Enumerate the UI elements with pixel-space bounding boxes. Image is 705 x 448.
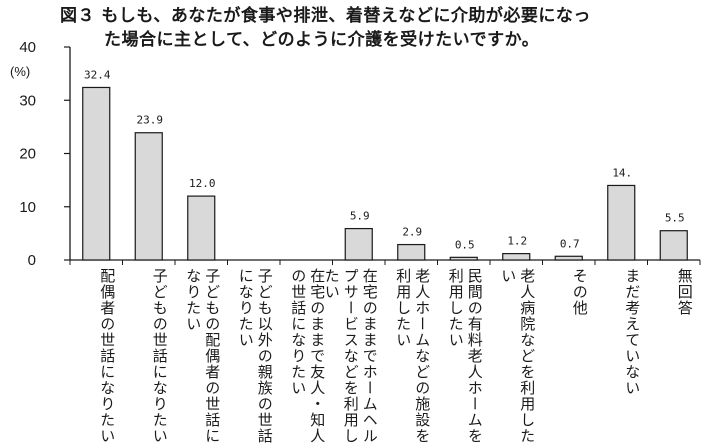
bar [397, 243, 426, 261]
bar-value-label: 14. [612, 166, 632, 179]
bar [344, 227, 373, 261]
x-category-label: その他 [570, 268, 589, 316]
x-category-label: まだ考えていない [623, 268, 642, 396]
x-category-label: 無回答 [675, 268, 694, 316]
x-category-label: 老人ホームなどの施設を利用したい [394, 268, 432, 444]
bar-value-label: 5.9 [350, 210, 370, 223]
bar-value-label: 0.5 [455, 238, 475, 251]
chart-title-line-1: 図３ もしも、あなたが食事や排泄、着替えなどに介助が必要になっ [60, 6, 591, 26]
x-category-label: 子どもの配偶者の世話になりたい [184, 268, 222, 444]
bar-value-label: 0.7 [560, 237, 580, 250]
bar [607, 184, 636, 261]
x-category-label: 老人病院などを利用したい [499, 268, 537, 444]
y-tick-label: 0 [28, 252, 36, 269]
bar-value-label: 2.9 [402, 226, 422, 239]
bar [134, 132, 163, 261]
y-tick-label: 10 [19, 199, 36, 216]
y-tick-label: 30 [19, 92, 36, 109]
y-tick-label: 20 [19, 146, 36, 163]
bar-value-label: 32.4 [84, 68, 111, 81]
bar [187, 195, 216, 261]
chart-title-line-2: た場合に主として、どのように介護を受けたいですか。 [104, 30, 540, 50]
chart-value-labels: 32.4 23.9 12.0 5.9 2.9 0.5 1.2 0.7 14. 5.5 [84, 68, 685, 251]
x-category-label: 民間の有料老人ホームを利用したい [446, 268, 484, 444]
y-axis-unit-label: (%) [10, 64, 30, 79]
bar-value-label: 12.0 [189, 177, 216, 190]
x-category-label: 子どもの世話になりたい [150, 268, 169, 444]
bar [502, 253, 531, 261]
chart-title: 図３ もしも、あなたが食事や排泄、着替えなどに介助が必要になっ た場合に主として… [60, 4, 700, 52]
x-category-label: 子ども以外の親族の世話になりたい [236, 268, 274, 444]
bar [554, 255, 583, 261]
x-category-label: 在宅のままで友人・知人の世話になりたい [289, 268, 327, 444]
y-tick-label: 40 [19, 39, 36, 56]
bar [659, 230, 688, 261]
x-category-label: 配偶者の世話になりたい [98, 268, 117, 444]
bar-value-label: 23.9 [137, 114, 164, 127]
bar-value-label: 5.5 [665, 212, 685, 225]
chart-axes: 0 10 20 30 40 [19, 39, 701, 269]
chart-bars [82, 86, 688, 261]
x-category-label: 在宅のままでホームヘルプサービスなどを利用したい [322, 268, 379, 444]
bar-value-label: 1.2 [507, 235, 527, 248]
bar [449, 256, 478, 261]
bar [82, 86, 111, 261]
